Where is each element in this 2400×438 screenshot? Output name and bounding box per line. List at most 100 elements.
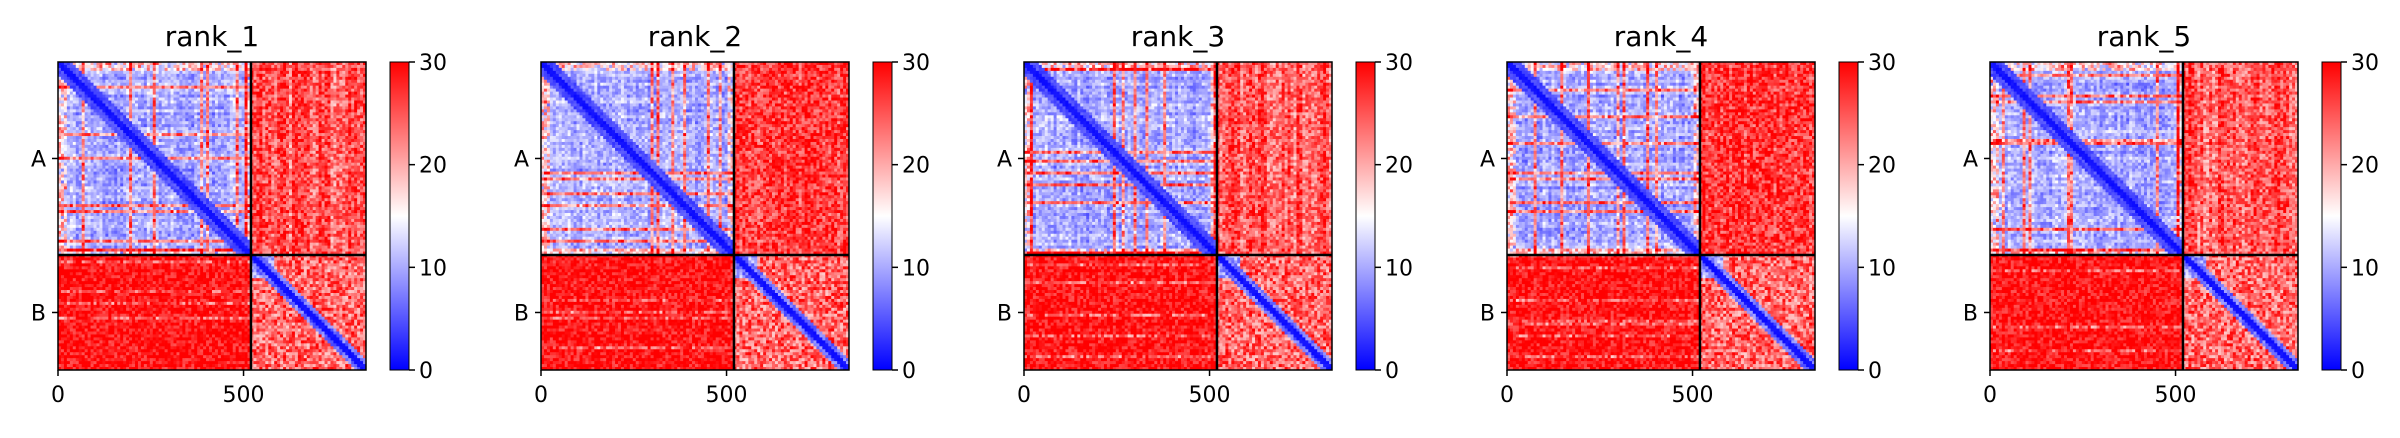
heatmap-cell bbox=[220, 121, 225, 125]
heatmap-cell bbox=[280, 162, 284, 166]
heatmap-cell bbox=[321, 118, 325, 122]
heatmap-cell bbox=[108, 136, 112, 140]
heatmap-cell bbox=[99, 171, 103, 175]
heatmap-cell bbox=[262, 177, 266, 181]
heatmap-cell bbox=[191, 97, 195, 101]
heatmap-cell bbox=[277, 156, 281, 161]
heatmap-cell bbox=[226, 64, 231, 69]
heatmap-cell bbox=[111, 88, 115, 92]
heatmap-cell bbox=[286, 94, 290, 98]
heatmap-cell bbox=[203, 130, 207, 134]
heatmap-cell bbox=[149, 133, 154, 137]
heatmap-cell bbox=[294, 159, 299, 164]
heatmap-cell bbox=[303, 85, 308, 89]
heatmap-cell bbox=[72, 118, 77, 122]
heatmap-cell bbox=[312, 124, 316, 128]
heatmap-cell bbox=[300, 115, 305, 119]
heatmap-cell bbox=[253, 186, 257, 190]
heatmap-cell bbox=[253, 64, 257, 69]
heatmap-cell bbox=[185, 198, 189, 202]
heatmap-cell bbox=[87, 112, 91, 116]
heatmap-cell bbox=[126, 112, 130, 116]
heatmap-cell bbox=[161, 62, 165, 66]
heatmap-cell bbox=[197, 201, 201, 205]
heatmap-cell bbox=[235, 109, 239, 113]
heatmap-cell bbox=[84, 192, 88, 196]
heatmap-cell bbox=[117, 100, 121, 104]
heatmap-cell bbox=[277, 180, 281, 184]
heatmap-cell bbox=[256, 70, 260, 75]
heatmap-cell bbox=[232, 192, 237, 196]
heatmap-cell bbox=[363, 106, 367, 110]
heatmap-cell bbox=[164, 133, 168, 137]
heatmap-cell bbox=[69, 62, 74, 66]
heatmap-cell bbox=[348, 147, 352, 152]
heatmap-cell bbox=[167, 189, 171, 193]
heatmap-cell bbox=[99, 115, 103, 119]
heatmap-cell bbox=[300, 82, 305, 87]
heatmap-cell bbox=[232, 70, 237, 75]
heatmap-cell bbox=[348, 156, 352, 161]
heatmap-cell bbox=[179, 177, 183, 181]
heatmap-cell bbox=[357, 171, 361, 175]
heatmap-cell bbox=[84, 76, 88, 81]
heatmap-cell bbox=[69, 85, 74, 89]
heatmap-cell bbox=[72, 144, 77, 149]
heatmap-cell bbox=[197, 133, 201, 137]
heatmap-cell bbox=[143, 79, 148, 84]
heatmap-cell bbox=[173, 100, 177, 104]
heatmap-cell bbox=[283, 139, 287, 143]
heatmap-cell bbox=[294, 141, 299, 146]
heatmap-cell bbox=[294, 183, 299, 187]
heatmap-cell bbox=[111, 159, 115, 164]
heatmap-cell bbox=[220, 106, 225, 110]
heatmap-cell bbox=[191, 127, 195, 131]
heatmap-cell bbox=[339, 183, 343, 187]
heatmap-cell bbox=[212, 85, 216, 89]
heatmap-cell bbox=[161, 124, 165, 128]
heatmap-cell bbox=[58, 112, 62, 116]
heatmap-cell bbox=[78, 180, 83, 184]
heatmap-cell bbox=[179, 97, 183, 101]
heatmap-cell bbox=[203, 67, 207, 72]
heatmap-cell bbox=[111, 82, 115, 87]
heatmap-cell bbox=[197, 183, 201, 187]
heatmap-cell bbox=[66, 139, 71, 143]
heatmap-cell bbox=[351, 130, 355, 134]
heatmap-cell bbox=[256, 62, 260, 66]
heatmap-cell bbox=[87, 147, 91, 152]
heatmap-cell bbox=[297, 109, 302, 113]
heatmap-cell bbox=[294, 174, 299, 178]
heatmap-cell bbox=[226, 124, 231, 128]
heatmap-cell bbox=[120, 156, 124, 161]
heatmap-cell bbox=[203, 136, 207, 140]
heatmap-cell bbox=[286, 198, 290, 202]
heatmap-cell bbox=[238, 112, 242, 116]
heatmap-cell bbox=[354, 144, 358, 149]
heatmap-cell bbox=[268, 147, 272, 152]
heatmap-cell bbox=[280, 171, 284, 175]
heatmap-cell bbox=[318, 162, 322, 166]
heatmap-cell bbox=[111, 165, 115, 169]
heatmap-cell bbox=[330, 147, 334, 152]
heatmap-cell bbox=[87, 64, 91, 69]
heatmap-cell bbox=[146, 144, 151, 149]
heatmap-cell bbox=[294, 180, 299, 184]
heatmap-cell bbox=[294, 112, 299, 116]
heatmap-cell bbox=[75, 67, 80, 72]
heatmap-cell bbox=[81, 156, 85, 161]
heatmap-cell bbox=[114, 141, 118, 146]
heatmap-cell bbox=[333, 67, 337, 72]
heatmap-cell bbox=[220, 147, 225, 152]
heatmap-cell bbox=[140, 198, 145, 202]
heatmap-cell bbox=[203, 168, 207, 172]
heatmap-cell bbox=[194, 144, 198, 149]
heatmap-cell bbox=[155, 73, 160, 78]
heatmap-cell bbox=[146, 136, 151, 140]
heatmap-cell bbox=[209, 118, 213, 122]
heatmap-cell bbox=[137, 195, 142, 199]
heatmap-cell bbox=[105, 177, 109, 181]
heatmap-cell bbox=[167, 198, 171, 202]
heatmap-cell bbox=[312, 79, 316, 84]
heatmap-cell bbox=[324, 198, 328, 202]
